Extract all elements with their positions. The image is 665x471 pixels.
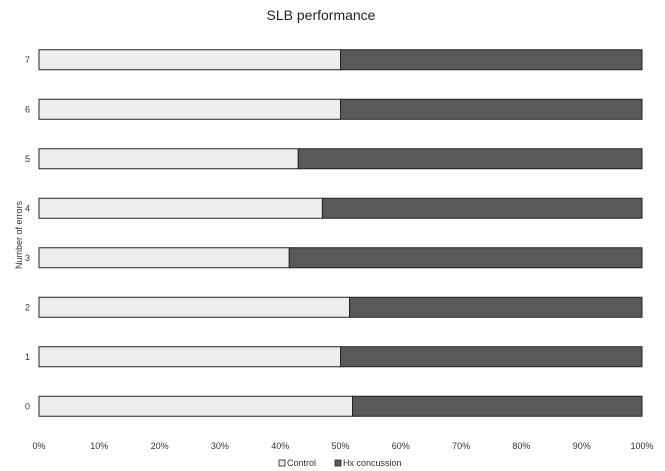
y-tick-labels: 0 1 2 3 4 5 6 7: [25, 55, 30, 412]
bar-hx-concussion-1: [340, 346, 643, 368]
bar-hx-concussion-0: [352, 395, 643, 417]
x-tick-label: 80%: [512, 441, 530, 451]
bar-hx-concussion-5: [297, 148, 643, 170]
bar-control-6: [38, 98, 341, 120]
bar-control-4: [38, 197, 323, 219]
bars-group: [38, 49, 643, 417]
bar-control-7: [38, 49, 341, 71]
bar-control-3: [38, 247, 290, 269]
y-axis-label: Number of errors: [14, 200, 24, 269]
y-tick-label: 4: [25, 203, 30, 213]
bar-control-1: [38, 346, 341, 368]
legend-swatch-control: [278, 459, 286, 467]
y-tick-label: 5: [25, 154, 30, 164]
x-tick-label: 20%: [151, 441, 169, 451]
legend: Control Hx concussion: [278, 458, 402, 468]
x-tick-labels: 0% 10% 20% 30% 40% 50% 60% 70% 80% 90% 100%: [32, 441, 653, 451]
bar-hx-concussion-2: [349, 296, 643, 318]
legend-swatch-hx-concussion: [334, 459, 342, 467]
x-tick-label: 60%: [392, 441, 410, 451]
legend-label-control: Control: [287, 458, 316, 468]
y-tick-label: 3: [25, 253, 30, 263]
bar-hx-concussion-6: [340, 98, 643, 120]
x-tick-label: 40%: [271, 441, 289, 451]
x-tick-label: 100%: [630, 441, 653, 451]
legend-label-hx-concussion: Hx concussion: [343, 458, 402, 468]
bar-hx-concussion-7: [340, 49, 643, 71]
x-tick-label: 0%: [32, 441, 45, 451]
bar-hx-concussion-4: [321, 197, 643, 219]
x-tick-label: 90%: [573, 441, 591, 451]
x-tick-label: 50%: [331, 441, 349, 451]
bar-control-5: [38, 148, 299, 170]
y-tick-label: 6: [25, 104, 30, 114]
chart-title: SLB performance: [267, 7, 376, 23]
x-tick-label: 10%: [90, 441, 108, 451]
y-tick-label: 7: [25, 55, 30, 65]
bar-hx-concussion-3: [288, 247, 643, 269]
y-tick-label: 0: [25, 401, 30, 411]
y-tick-label: 2: [25, 302, 30, 312]
x-tick-label: 70%: [452, 441, 470, 451]
bar-control-0: [38, 395, 354, 417]
y-tick-label: 1: [25, 352, 30, 362]
x-tick-label: 30%: [211, 441, 229, 451]
bar-control-2: [38, 296, 351, 318]
